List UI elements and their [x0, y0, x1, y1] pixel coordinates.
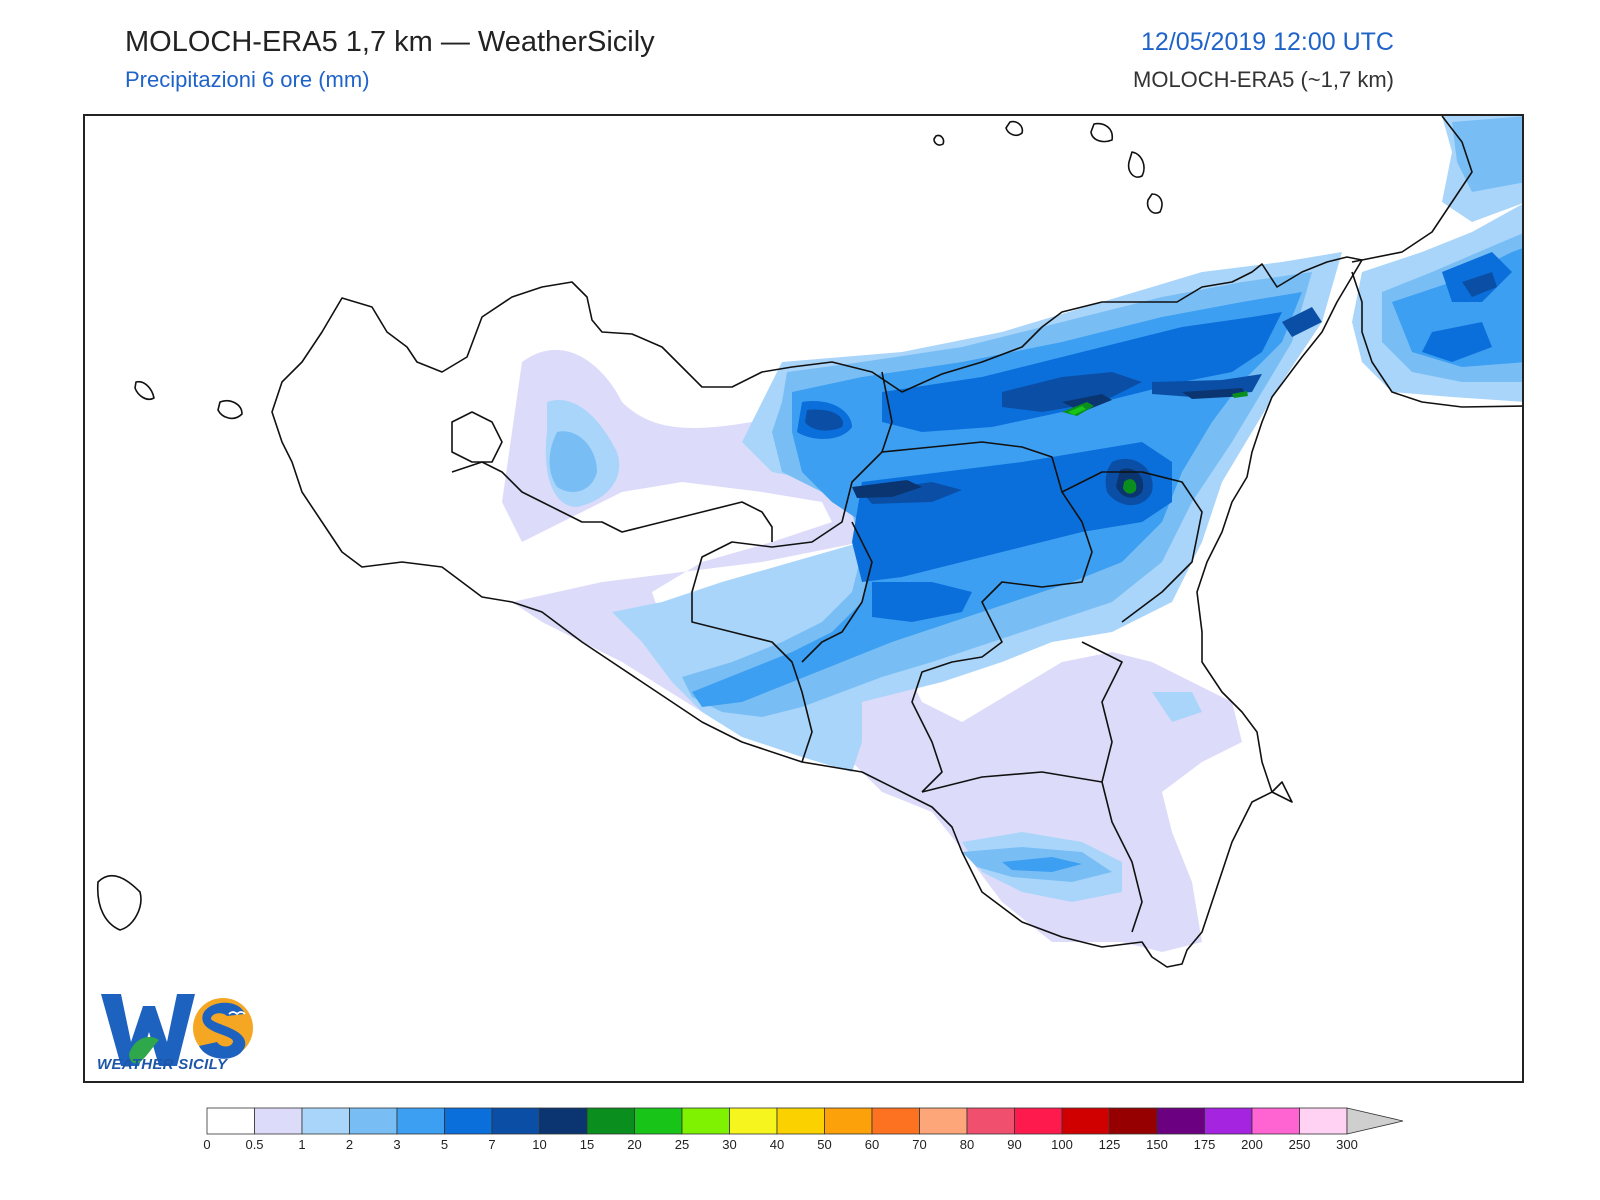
colorbar-swatch-30 [729, 1107, 778, 1135]
colorbar-tick-label: 60 [864, 1137, 880, 1152]
colorbar-swatch-0 [206, 1107, 255, 1135]
colorbar-tick-label: 80 [959, 1137, 975, 1152]
colorbar-swatch-150 [1156, 1107, 1205, 1135]
coastline-layer [96, 116, 1522, 968]
colorbar-swatch-5 [444, 1107, 493, 1135]
colorbar-tick-label: 250 [1288, 1137, 1311, 1152]
colorbar-tick-label: 70 [912, 1137, 927, 1152]
colorbar-swatch-250 [1299, 1107, 1348, 1135]
precipitation-map [96, 116, 1522, 968]
weather-sicily-logo: WS [99, 984, 254, 1076]
logo-caption: WEATHER SICILY [97, 1056, 228, 1073]
colorbar-swatch-2 [349, 1107, 398, 1135]
colorbar-tick-label: 3 [393, 1137, 401, 1152]
valid-datetime: 12/05/2019 12:00 UTC [1141, 28, 1394, 56]
colorbar-tick-label: 90 [1007, 1137, 1022, 1152]
colorbar-swatch-80 [966, 1107, 1015, 1135]
colorbar-tick-label: 30 [722, 1137, 737, 1152]
colorbar-tick-label: 175 [1193, 1137, 1216, 1152]
colorbar-tick-label: 300 [1336, 1137, 1358, 1152]
colorbar-tick-label: 10 [532, 1137, 547, 1152]
colorbar-tick-label: 15 [579, 1137, 595, 1152]
colorbar-swatch-25 [681, 1107, 730, 1135]
colorbar-tick-label: 200 [1241, 1137, 1263, 1152]
colorbar-swatches [206, 1107, 1404, 1135]
colorbar-overflow-arrow [1346, 1107, 1404, 1135]
colorbar-swatch-10 [539, 1107, 588, 1135]
colorbar-tick-label: 5 [440, 1137, 449, 1152]
colorbar-swatch-15 [586, 1107, 635, 1135]
colorbar-swatch-70 [919, 1107, 968, 1135]
colorbar-swatch-125 [1109, 1107, 1158, 1135]
colorbar-tick-label: 25 [674, 1137, 690, 1152]
colorbar-swatch-20 [634, 1107, 683, 1135]
colorbar-tick-label: 2 [345, 1137, 354, 1152]
map-subtitle: Precipitazioni 6 ore (mm) [125, 67, 370, 92]
colorbar-swatch-90 [1014, 1107, 1063, 1135]
colorbar-tick-label: 0.5 [245, 1137, 264, 1152]
colorbar-tick-label: 40 [769, 1137, 785, 1152]
precip-layer-20mm [1068, 406, 1086, 415]
colorbar-swatch-50 [824, 1107, 873, 1135]
colorbar-tick-label: 125 [1098, 1137, 1121, 1152]
colorbar-swatch-200 [1251, 1107, 1300, 1135]
colorbar-swatch-7 [491, 1107, 540, 1135]
colorbar-swatch-0.5 [254, 1107, 303, 1135]
colorbar-tick-label: 150 [1146, 1137, 1168, 1152]
colorbar-tick-label: 0 [203, 1137, 211, 1152]
colorbar-swatch-100 [1061, 1107, 1110, 1135]
colorbar-tick-label: 50 [817, 1137, 832, 1152]
map-title: MOLOCH-ERA5 1,7 km — WeatherSicily [125, 26, 655, 58]
colorbar-tick-label: 20 [627, 1137, 642, 1152]
colorbar-tick-label: 100 [1051, 1137, 1073, 1152]
colorbar-swatch-3 [396, 1107, 445, 1135]
colorbar-tick-label: 1 [298, 1137, 306, 1152]
colorbar-swatch-1 [301, 1107, 350, 1135]
colorbar-swatch-175 [1204, 1107, 1253, 1135]
colorbar-tick-label: 7 [488, 1137, 496, 1152]
colorbar-swatch-60 [871, 1107, 920, 1135]
model-label: MOLOCH-ERA5 (~1,7 km) [1133, 67, 1394, 92]
map-frame: WS WEATHER SICILY [83, 114, 1524, 1083]
colorbar-swatch-40 [776, 1107, 825, 1135]
